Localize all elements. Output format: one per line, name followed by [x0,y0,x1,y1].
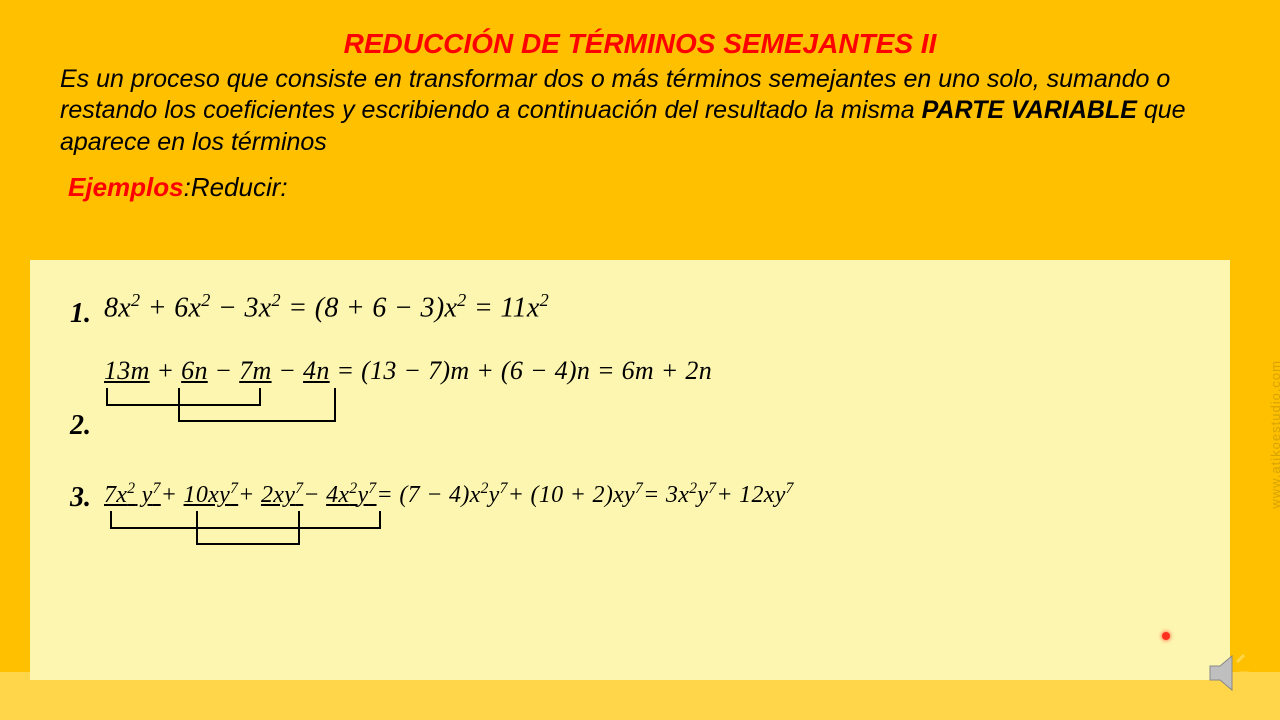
content-panel: 1. 8x2 + 6x2 − 3x2 = (8 + 6 − 3)x2 = 11x… [30,260,1230,680]
eq3-brackets [104,511,1190,555]
description-text: Es un proceso que consiste en transforma… [60,64,1220,158]
equation-3: 3. 7x2 y7+ 10xy7+ 2xy7− 4x2y7= (7 − 4)x2… [70,480,1190,555]
page-title: REDUCCIÓN DE TÉRMINOS SEMEJANTES II [60,28,1220,60]
eq3-body: 7x2 y7+ 10xy7+ 2xy7− 4x2y7= (7 − 4)x2y7+… [104,480,1190,509]
speaker-icon [1204,648,1254,698]
watermark-text: www.atikoestudio.com [1269,360,1280,509]
examples-sub: :Reducir: [184,172,288,202]
equation-1: 1. 8x2 + 6x2 − 3x2 = (8 + 6 − 3)x2 = 11x… [70,290,1190,330]
equation-2: 2. 13m + 6n − 7m − 4n = (13 − 7)m + (6 −… [70,356,1190,442]
examples-row: Ejemplos:Reducir: [68,172,1220,203]
header-area: REDUCCIÓN DE TÉRMINOS SEMEJANTES II Es u… [0,0,1280,203]
eq3-number: 3. [70,480,104,514]
eq2-brackets [104,388,1190,432]
eq1-body: 8x2 + 6x2 − 3x2 = (8 + 6 − 3)x2 = 11x2 [104,290,1190,324]
examples-label: Ejemplos [68,172,184,202]
laser-pointer [1162,632,1170,640]
eq1-number: 1. [70,290,104,330]
eq2-body: 13m + 6n − 7m − 4n = (13 − 7)m + (6 − 4)… [104,356,1190,386]
desc-bold: PARTE VARIABLE [922,96,1137,124]
eq2-number: 2. [70,356,104,442]
